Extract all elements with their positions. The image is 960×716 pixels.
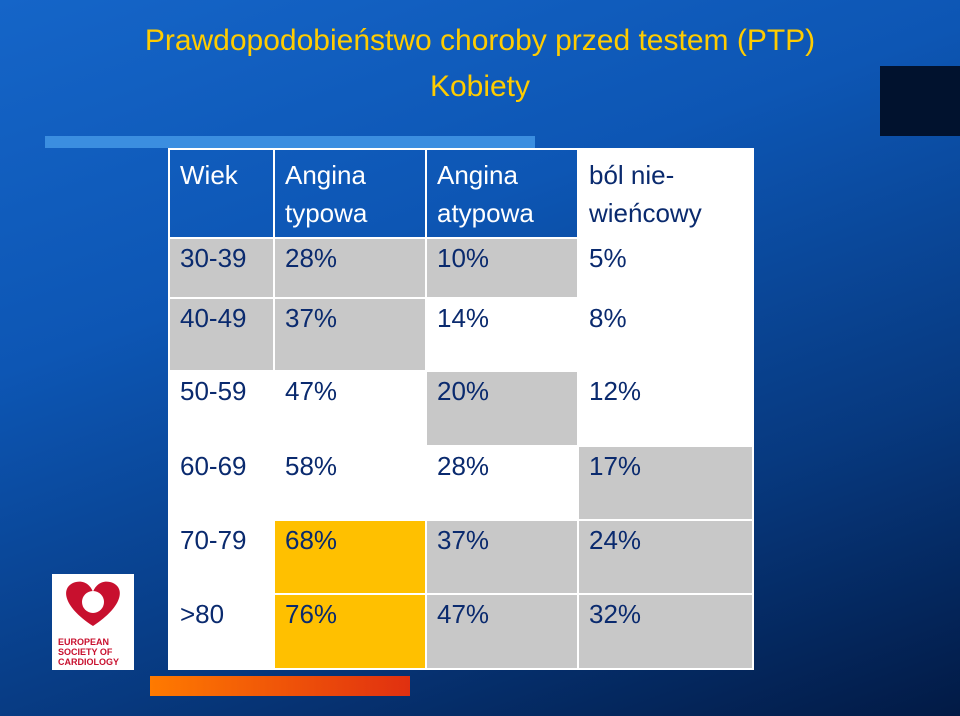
- cell: 47%: [425, 593, 579, 670]
- row: 40-49 37% 14% 8%: [168, 297, 754, 372]
- header-cell: Angina typowa: [273, 148, 427, 239]
- cell: 37%: [425, 519, 579, 595]
- cell: 28%: [273, 237, 427, 299]
- cell: 28%: [425, 445, 579, 521]
- cell: 17%: [577, 445, 754, 521]
- cell: 8%: [577, 297, 754, 372]
- title: Prawdopodobieństwo choroby przed testem …: [144, 24, 816, 57]
- logo-line: EUROPEAN: [58, 637, 110, 647]
- logo: EUROPEAN SOCIETY OF CARDIOLOGY: [52, 574, 134, 670]
- cell: 32%: [577, 593, 754, 670]
- cell: 40-49: [168, 297, 275, 372]
- cell: 76%: [273, 593, 427, 670]
- cell: 47%: [273, 370, 427, 447]
- cell: 12%: [577, 370, 754, 447]
- row: >80 76% 47% 32%: [168, 593, 754, 670]
- stripe: [45, 136, 535, 148]
- cell: 14%: [425, 297, 579, 372]
- stripe: [880, 66, 960, 136]
- cell: 30-39: [168, 237, 275, 299]
- header-cell: Wiek: [168, 148, 275, 239]
- row: 30-39 28% 10% 5%: [168, 237, 754, 299]
- cell: 58%: [273, 445, 427, 521]
- cell: 37%: [273, 297, 427, 372]
- header-row: Wiek Angina typowa Angina atypowa ból nie-w…: [168, 148, 754, 239]
- row: 50-59 47% 20% 12%: [168, 370, 754, 447]
- cell: 24%: [577, 519, 754, 595]
- row: 60-69 58% 28% 17%: [168, 445, 754, 521]
- header-cell: ból nie-wieńcowy: [577, 148, 754, 239]
- cell: 50-59: [168, 370, 275, 447]
- cell: 60-69: [168, 445, 275, 521]
- logo-heart: [66, 581, 120, 626]
- cell: 10%: [425, 237, 579, 299]
- header-cell: Angina atypowa: [425, 148, 579, 239]
- logo-text: EUROPEAN SOCIETY OF CARDIOLOGY: [52, 637, 134, 667]
- logo-line: SOCIETY OF: [58, 647, 113, 657]
- subtitle: Kobiety: [429, 70, 531, 103]
- stripe: [150, 676, 410, 696]
- cell: 68%: [273, 519, 427, 595]
- logo-line: CARDIOLOGY: [58, 657, 120, 667]
- cell: >80: [168, 593, 275, 670]
- cell: 70-79: [168, 519, 275, 595]
- cell: 5%: [577, 237, 754, 299]
- cell: 20%: [425, 370, 579, 447]
- table: Wiek Angina typowa Angina atypowa ból nie-w…: [168, 148, 754, 670]
- row: 70-79 68% 37% 24%: [168, 519, 754, 595]
